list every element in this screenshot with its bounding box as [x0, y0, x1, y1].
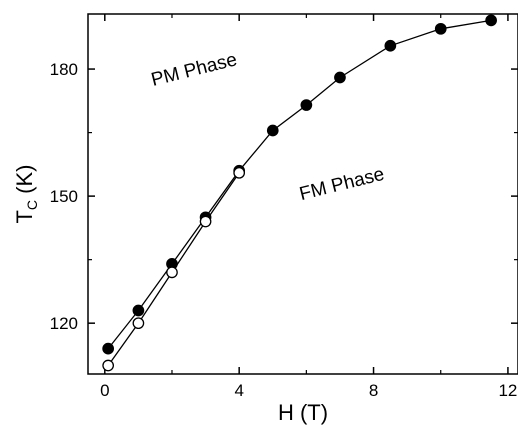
data-point-open: [199, 215, 212, 228]
y-tick-label: 150: [50, 187, 78, 206]
data-point-filled: [132, 304, 145, 317]
annotations: PM Phase FM Phase: [149, 49, 386, 205]
axis-ticks: [88, 14, 518, 374]
data-point-filled: [300, 99, 313, 111]
data-point-filled: [384, 39, 397, 52]
x-tick-label: 8: [369, 381, 378, 400]
phase-annotation: FM Phase: [297, 164, 386, 205]
series-points: [102, 14, 497, 372]
y-axis-label-unit: (K): [12, 164, 37, 199]
x-axis-label: H (T): [278, 400, 328, 425]
y-axis-label-main: T: [12, 210, 37, 223]
y-tick-label: 180: [50, 60, 78, 79]
x-tick-label: 0: [100, 381, 109, 400]
data-point-filled: [334, 71, 346, 84]
y-axis-label: TC (K): [12, 164, 40, 223]
data-point-filled: [485, 14, 497, 27]
data-point-filled: [434, 22, 447, 35]
data-point-filled: [266, 124, 279, 137]
x-tick-label: 12: [498, 381, 517, 400]
y-tick-label: 120: [50, 314, 78, 333]
data-point-open: [132, 317, 145, 330]
data-point-open: [166, 266, 178, 279]
data-point-filled: [102, 342, 115, 355]
y-axis-label-sub: C: [24, 200, 40, 210]
plot-frame: [87, 13, 518, 375]
data-point-open: [102, 359, 115, 372]
x-tick-label: 4: [234, 381, 243, 400]
data-point-open: [233, 166, 246, 179]
phase-annotation: PM Phase: [149, 49, 239, 91]
tick-labels: 0 4 8 12 120 150 180: [50, 60, 518, 400]
